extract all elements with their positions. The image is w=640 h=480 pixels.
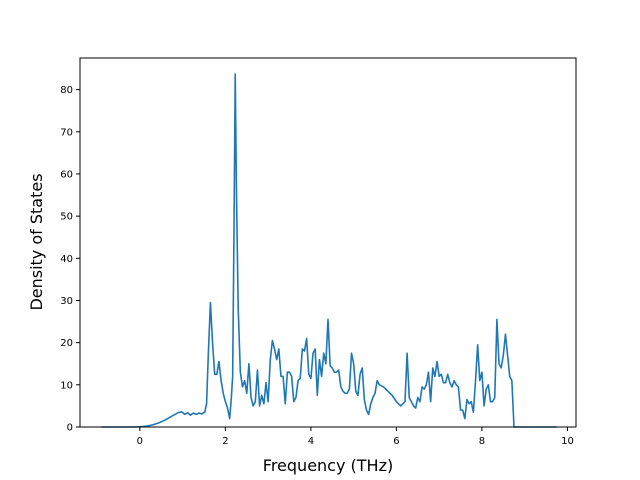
y-tick-label: 0 xyxy=(67,423,73,434)
x-axis-title: Frequency (THz) xyxy=(263,456,393,475)
y-tick-label: 10 xyxy=(60,380,73,391)
y-tick-label: 40 xyxy=(60,254,73,265)
y-tick-label: 70 xyxy=(60,127,73,138)
x-tick-label: 10 xyxy=(561,436,574,447)
x-tick-label: 4 xyxy=(308,436,314,447)
y-tick-label: 80 xyxy=(60,85,73,96)
y-tick-label: 50 xyxy=(60,212,73,223)
y-tick-label: 20 xyxy=(60,338,73,349)
x-tick-label: 6 xyxy=(393,436,399,447)
plot-area xyxy=(101,73,557,428)
plot-frame xyxy=(79,57,577,428)
y-axis-title: Density of States xyxy=(27,173,46,310)
x-axis: 0 2 4 6 8 10 xyxy=(137,427,574,447)
x-tick-label: 8 xyxy=(479,436,485,447)
y-tick-label: 30 xyxy=(60,296,73,307)
x-tick-label: 2 xyxy=(222,436,228,447)
y-tick-label: 60 xyxy=(60,169,73,180)
series-line-0 xyxy=(101,73,557,428)
y-axis: 0 10 20 30 40 50 60 70 80 xyxy=(60,85,80,434)
x-tick-label: 0 xyxy=(137,436,143,447)
